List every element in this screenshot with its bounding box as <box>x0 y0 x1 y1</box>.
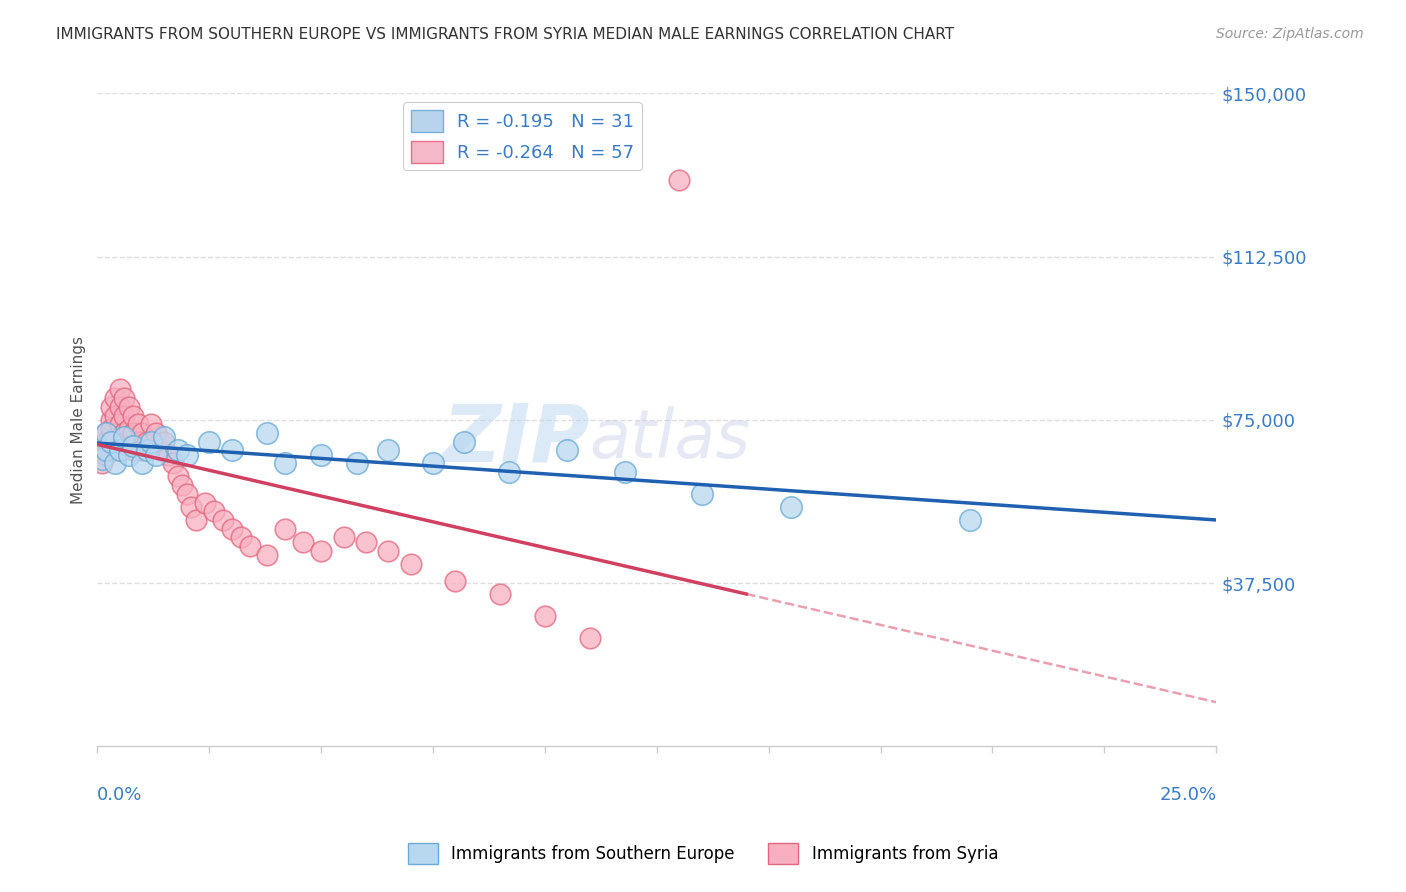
Point <box>959 513 981 527</box>
Point <box>256 425 278 440</box>
Point <box>96 425 118 440</box>
Point <box>555 443 578 458</box>
Point <box>534 608 557 623</box>
Point <box>229 531 252 545</box>
Point <box>104 409 127 423</box>
Point <box>96 443 118 458</box>
Point <box>118 448 141 462</box>
Point <box>96 425 118 440</box>
Point <box>112 409 135 423</box>
Point <box>346 457 368 471</box>
Point <box>162 457 184 471</box>
Point <box>780 500 803 514</box>
Point <box>108 417 131 432</box>
Point <box>202 504 225 518</box>
Point <box>131 443 153 458</box>
Point <box>112 425 135 440</box>
Point <box>690 487 713 501</box>
Point <box>422 457 444 471</box>
Point <box>167 443 190 458</box>
Point <box>377 443 399 458</box>
Point <box>578 631 600 645</box>
Point <box>112 391 135 405</box>
Point <box>153 430 176 444</box>
Point <box>176 448 198 462</box>
Point <box>131 457 153 471</box>
Point <box>167 469 190 483</box>
Point <box>176 487 198 501</box>
Point <box>332 531 354 545</box>
Point <box>274 457 297 471</box>
Point <box>127 417 149 432</box>
Point <box>274 522 297 536</box>
Point <box>122 425 145 440</box>
Point <box>145 448 167 462</box>
Point <box>100 421 122 435</box>
Point <box>108 400 131 414</box>
Text: 0.0%: 0.0% <box>97 786 143 804</box>
Point <box>118 421 141 435</box>
Text: atlas: atlas <box>589 407 751 473</box>
Point <box>100 400 122 414</box>
Point <box>122 443 145 458</box>
Point <box>96 448 118 462</box>
Point <box>118 400 141 414</box>
Point <box>238 539 260 553</box>
Point <box>211 513 233 527</box>
Point <box>135 434 157 449</box>
Point <box>489 587 512 601</box>
Text: Source: ZipAtlas.com: Source: ZipAtlas.com <box>1216 27 1364 41</box>
Point <box>96 434 118 449</box>
Point <box>668 173 690 187</box>
Point <box>145 425 167 440</box>
Point <box>309 448 332 462</box>
Point <box>256 548 278 562</box>
Legend: Immigrants from Southern Europe, Immigrants from Syria: Immigrants from Southern Europe, Immigra… <box>401 837 1005 871</box>
Point <box>108 443 131 458</box>
Point <box>149 443 172 458</box>
Point <box>135 443 157 458</box>
Point <box>131 425 153 440</box>
Point <box>453 434 475 449</box>
Point <box>112 430 135 444</box>
Point <box>90 452 112 467</box>
Point <box>127 434 149 449</box>
Point <box>172 478 194 492</box>
Point <box>100 413 122 427</box>
Point <box>198 434 221 449</box>
Point <box>614 465 637 479</box>
Point <box>157 448 180 462</box>
Y-axis label: Median Male Earnings: Median Male Earnings <box>72 336 86 504</box>
Point <box>194 495 217 509</box>
Point <box>139 434 162 449</box>
Point <box>108 443 131 458</box>
Legend: R = -0.195   N = 31, R = -0.264   N = 57: R = -0.195 N = 31, R = -0.264 N = 57 <box>404 103 641 169</box>
Point <box>377 543 399 558</box>
Point <box>139 417 162 432</box>
Point <box>90 457 112 471</box>
Point <box>498 465 520 479</box>
Point <box>221 443 243 458</box>
Text: IMMIGRANTS FROM SOUTHERN EUROPE VS IMMIGRANTS FROM SYRIA MEDIAN MALE EARNINGS CO: IMMIGRANTS FROM SOUTHERN EUROPE VS IMMIG… <box>56 27 955 42</box>
Point <box>354 534 377 549</box>
Point <box>90 443 112 458</box>
Point <box>108 383 131 397</box>
Point <box>122 409 145 423</box>
Point <box>153 434 176 449</box>
Point <box>444 574 467 588</box>
Point <box>292 534 315 549</box>
Point <box>100 434 122 449</box>
Point <box>309 543 332 558</box>
Point <box>122 439 145 453</box>
Point <box>184 513 207 527</box>
Point <box>104 457 127 471</box>
Point <box>104 391 127 405</box>
Point <box>399 557 422 571</box>
Text: ZIP: ZIP <box>443 401 589 478</box>
Text: 25.0%: 25.0% <box>1159 786 1216 804</box>
Point <box>221 522 243 536</box>
Point <box>180 500 202 514</box>
